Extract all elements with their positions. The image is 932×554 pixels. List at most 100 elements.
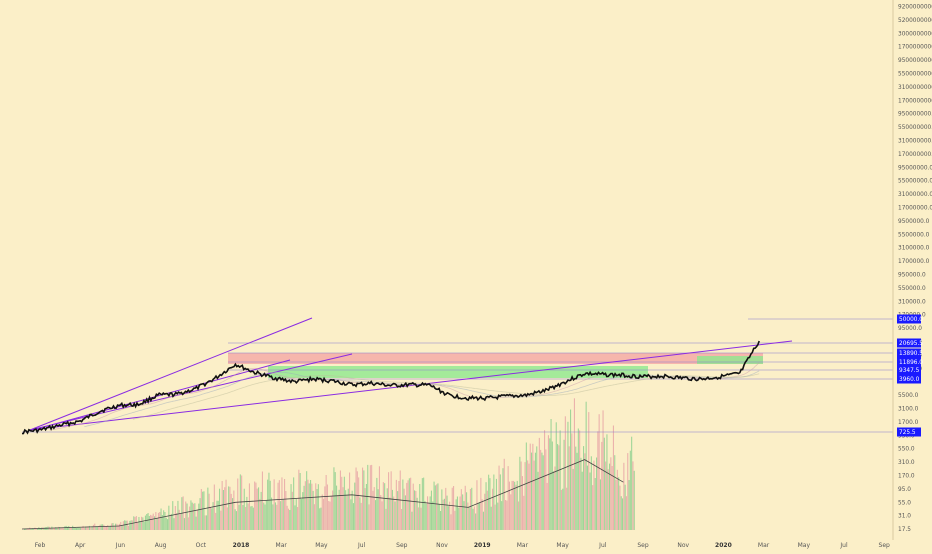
volume-bar (264, 504, 266, 530)
volume-bar (333, 467, 335, 530)
volume-bar (421, 478, 423, 530)
volume-bar (453, 486, 455, 530)
volume-bar (217, 500, 219, 530)
volume-bar (560, 489, 562, 530)
volume-bar (458, 507, 460, 530)
volume-bar (161, 515, 163, 530)
volume-bar (350, 499, 352, 530)
volume-bar (265, 500, 267, 530)
volume-bar (451, 487, 453, 530)
volume-bar (567, 421, 569, 530)
x-tick-label: Mar (517, 542, 529, 549)
volume-bar (610, 457, 612, 530)
price-level-label: 50000.0 (897, 314, 923, 324)
volume-bar (380, 495, 382, 530)
volume-bar (232, 498, 234, 530)
volume-bar (278, 480, 280, 530)
volume-bar (391, 489, 393, 530)
volume-bar (557, 444, 559, 530)
volume-bar (475, 513, 477, 530)
volume-bar (68, 526, 70, 530)
volume-bar (168, 505, 170, 530)
volume-bar (510, 494, 512, 530)
volume-bar (109, 525, 111, 530)
volume-bar (532, 443, 534, 530)
volume-bar (138, 517, 140, 530)
volume-bar (150, 514, 152, 530)
volume-bar (233, 490, 235, 530)
y-tick-label: 3100000.0 (898, 246, 930, 252)
y-tick-label: 310000.0 (898, 299, 926, 305)
volume-bar (349, 472, 351, 530)
y-tick-label: 52000000000.0 (898, 18, 932, 24)
volume-bar (368, 504, 370, 530)
volume-bar (39, 528, 41, 530)
volume-bar (73, 526, 75, 530)
price-level-label: 725.5 (897, 427, 921, 437)
volume-bar (337, 495, 339, 530)
volume-bar (359, 497, 361, 530)
volume-bar (234, 509, 236, 530)
volume-bar (66, 526, 68, 530)
volume-bar (241, 475, 243, 530)
volume-bar (85, 526, 87, 530)
volume-bar (506, 500, 508, 530)
volume-bar (157, 512, 159, 530)
volume-bar (258, 487, 260, 530)
x-tick-label: Oct (196, 542, 207, 549)
volume-bar (229, 486, 231, 530)
volume-bar (482, 511, 484, 530)
volume-bar (528, 463, 530, 530)
volume-bar (224, 487, 226, 530)
y-tick-label: 55.0 (898, 500, 911, 506)
volume-bar (536, 446, 538, 530)
volume-bar (620, 496, 622, 530)
volume-bar (107, 525, 109, 530)
volume-bar (577, 428, 579, 530)
volume-bar (139, 521, 141, 530)
volume-bar (70, 528, 72, 530)
volume-bar (254, 481, 256, 530)
volume-bar (164, 512, 166, 530)
volume-bar (285, 491, 287, 530)
x-tick-label: Feb (35, 542, 46, 549)
volume-bar (623, 462, 625, 530)
volume-bar (172, 501, 174, 530)
volume-bar (24, 528, 26, 530)
volume-bar (180, 514, 182, 530)
volume-bar (436, 484, 438, 530)
volume-bar (57, 526, 59, 530)
volume-bar (615, 479, 617, 530)
volume-bar (523, 495, 525, 530)
volume-bar (559, 430, 561, 530)
volume-bar (282, 499, 284, 530)
volume-bar (269, 480, 271, 530)
volume-bar (547, 435, 549, 530)
y-tick-label: 1700000.0 (898, 259, 930, 265)
volume-bar (492, 488, 494, 530)
price-level-label: 3960.0 (897, 374, 921, 384)
volume-bar (86, 526, 88, 530)
volume-bar (204, 515, 206, 530)
volume-bar (420, 507, 422, 530)
volume-bar (78, 527, 80, 530)
volume-bar (518, 501, 520, 530)
volume-bar (633, 470, 635, 530)
volume-bar (27, 529, 29, 530)
y-tick-label: 92000000000.0 (898, 5, 932, 11)
volume-bar (194, 503, 196, 530)
volume-bar (540, 449, 542, 530)
y-tick-label: 95.0 (898, 487, 911, 493)
volume-bar (89, 525, 91, 530)
volume-bar (529, 443, 531, 530)
volume-bar (35, 528, 37, 530)
volume-bar (113, 525, 115, 530)
price-level-text: 13890.5 (899, 351, 923, 357)
volume-bar (442, 499, 444, 530)
volume-bar (499, 474, 501, 530)
volume-bar (137, 522, 139, 530)
volume-bar (248, 483, 250, 530)
volume-bar (428, 503, 430, 530)
volume-bar (355, 467, 357, 530)
volume-bar (72, 525, 74, 530)
